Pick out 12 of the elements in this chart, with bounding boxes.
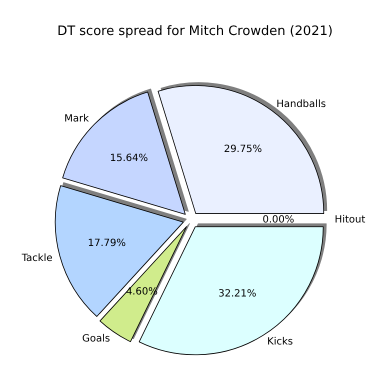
slice-label: Handballs	[276, 98, 326, 110]
slice-label: Kicks	[267, 336, 294, 348]
data-label: 32.21%	[218, 288, 256, 300]
category-label: Hitout	[334, 214, 366, 226]
slice-label: Mark	[64, 113, 90, 124]
slice-label: Tackle	[20, 252, 53, 264]
text: 0.00%	[262, 214, 294, 226]
chart-title: DT score spread for Mitch Crowden (2021)	[57, 24, 333, 39]
data-label: 17.79%	[88, 238, 126, 249]
slice-label: Goals	[82, 333, 110, 344]
data-label: 29.75%	[224, 144, 262, 156]
data-label: 15.64%	[110, 153, 148, 164]
